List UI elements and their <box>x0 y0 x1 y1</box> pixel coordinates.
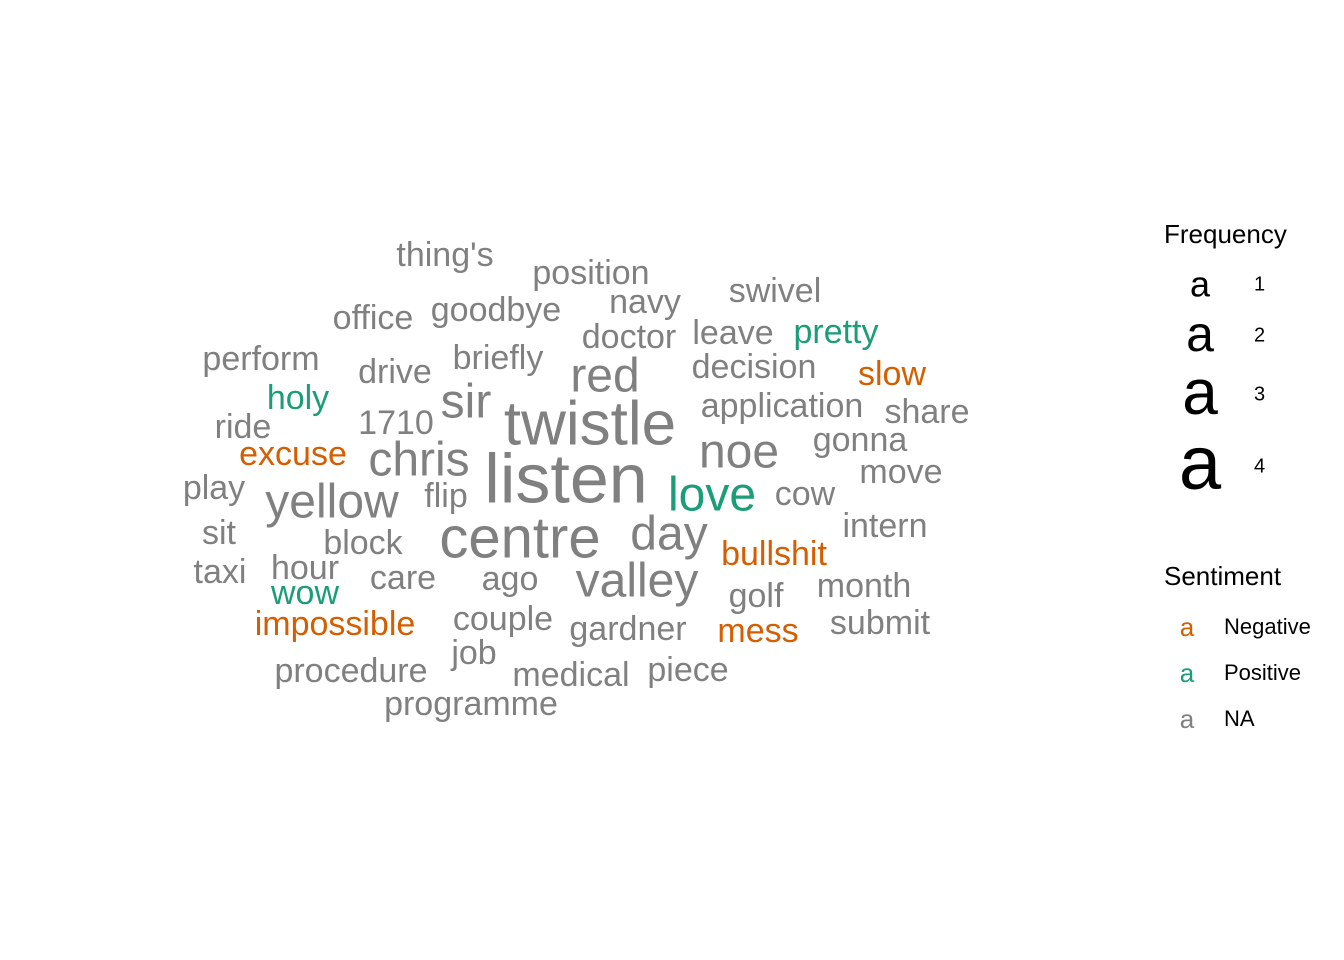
word-gonna: gonna <box>813 421 908 459</box>
sentiment-legend-label-na: NA <box>1224 706 1255 731</box>
word-share: share <box>884 393 969 431</box>
frequency-legend-label-4: 4 <box>1254 455 1265 477</box>
word-cow: cow <box>775 475 836 513</box>
word-bullshit: bullshit <box>721 535 827 573</box>
word-taxi: taxi <box>194 553 247 591</box>
word-love: love <box>668 469 756 522</box>
word-valley: valley <box>576 555 699 608</box>
word-impossible: impossible <box>255 605 416 643</box>
word-navy: navy <box>609 283 681 321</box>
word-sit: sit <box>202 514 237 552</box>
sentiment-legend-glyph-na: a <box>1180 704 1195 734</box>
word-day: day <box>630 508 707 561</box>
word-office: office <box>333 299 414 337</box>
frequency-legend-label-3: 3 <box>1254 383 1265 405</box>
frequency-legend-label-1: 1 <box>1254 273 1265 295</box>
word-sir: sir <box>441 376 492 429</box>
word-holy: holy <box>267 379 329 417</box>
word-flip: flip <box>424 477 467 515</box>
word-ride: ride <box>215 408 272 446</box>
word-red: red <box>570 350 639 403</box>
word-medical: medical <box>512 656 629 694</box>
word-doctor: doctor <box>582 318 677 356</box>
frequency-legend-entries: a 1 a 2 a 3 a 4 <box>1179 264 1265 507</box>
word-move: move <box>859 453 942 491</box>
word-yellow: yellow <box>265 476 399 529</box>
word-position: position <box>532 254 649 292</box>
word-perform: perform <box>202 340 319 378</box>
sentiment-legend-label-negative: Negative <box>1224 614 1311 639</box>
word-noe: noe <box>699 426 779 479</box>
word-block: block <box>323 524 403 562</box>
word-job: job <box>450 634 496 672</box>
word-intern: intern <box>842 507 927 545</box>
word-play: play <box>183 469 245 507</box>
word-slow: slow <box>858 355 926 393</box>
word-submit: submit <box>830 604 931 642</box>
word-mess: mess <box>717 612 798 650</box>
word-pretty: pretty <box>793 313 878 351</box>
frequency-legend-glyph-2: a <box>1186 306 1214 362</box>
word-couple: couple <box>453 600 553 638</box>
word-1710: 1710 <box>358 404 434 442</box>
word-ago: ago <box>482 560 539 598</box>
legend: Frequency a 1 a 2 a 3 a 4 Sentiment a Negative a P… <box>1164 219 1311 734</box>
word-programme: programme <box>384 685 558 723</box>
word-briefly: briefly <box>453 339 544 377</box>
word-hour: hour <box>271 549 339 587</box>
word-chris: chris <box>368 434 469 487</box>
sentiment-legend-glyph-positive: a <box>1180 658 1195 688</box>
word-twistle: twistle <box>504 389 676 458</box>
frequency-legend-title: Frequency <box>1164 219 1287 249</box>
word-thing-s: thing's <box>396 236 493 274</box>
word-wow: wow <box>270 574 339 612</box>
sentiment-legend-glyph-negative: a <box>1180 612 1195 642</box>
word-leave: leave <box>692 314 773 352</box>
word-piece: piece <box>647 651 728 689</box>
word-gardner: gardner <box>569 610 686 648</box>
frequency-legend-label-2: 2 <box>1254 324 1265 346</box>
word-drive: drive <box>358 353 432 391</box>
frequency-legend-glyph-4: a <box>1179 421 1222 506</box>
frequency-legend-glyph-3: a <box>1182 356 1218 428</box>
sentiment-legend-entries: a Negative a Positive a NA <box>1180 612 1311 734</box>
word-procedure: procedure <box>274 652 427 690</box>
sentiment-legend-label-positive: Positive <box>1224 660 1301 685</box>
word-decision: decision <box>692 348 817 386</box>
sentiment-legend-title: Sentiment <box>1164 561 1282 591</box>
word-centre: centre <box>439 505 600 570</box>
word-care: care <box>370 559 436 597</box>
word-swivel: swivel <box>729 272 822 310</box>
word-listen: listen <box>484 439 647 517</box>
word-golf: golf <box>729 577 784 615</box>
word-excuse: excuse <box>239 435 347 473</box>
word-month: month <box>817 567 912 605</box>
word-goodbye: goodbye <box>431 291 561 329</box>
word-application: application <box>701 387 864 425</box>
frequency-legend-glyph-1: a <box>1190 264 1211 305</box>
